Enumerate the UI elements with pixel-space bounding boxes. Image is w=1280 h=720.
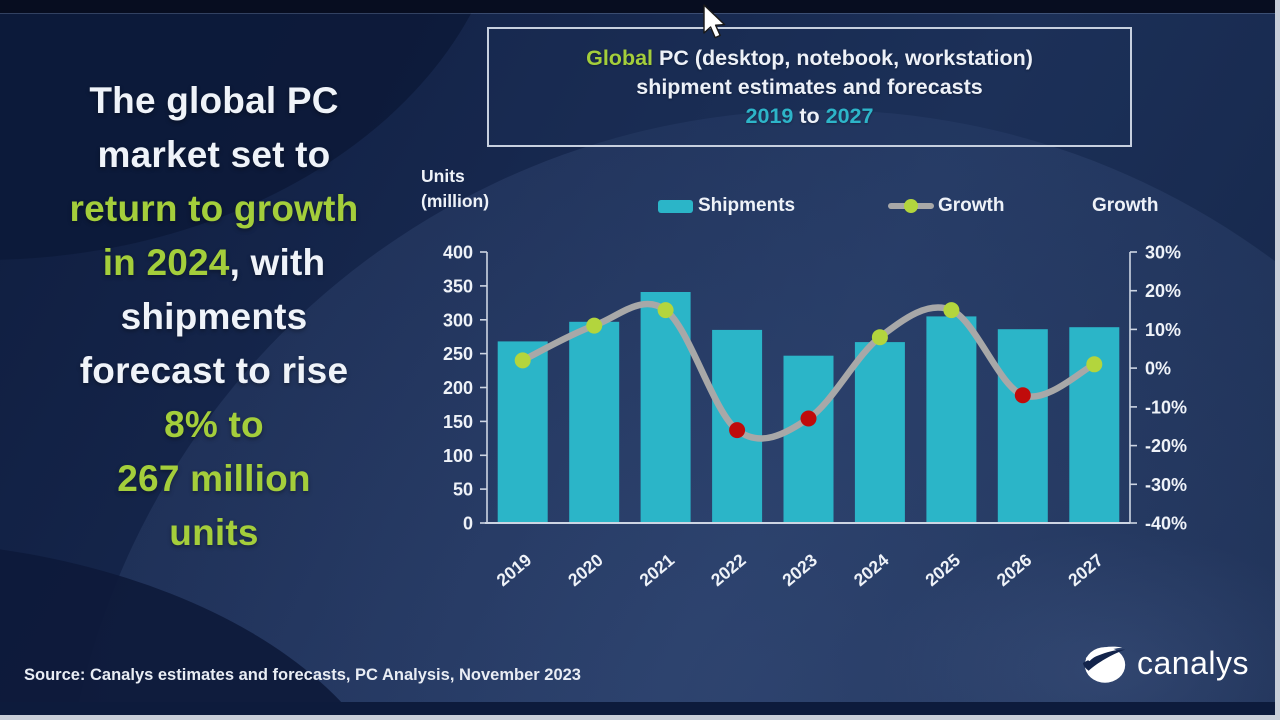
window-edge-right bbox=[1275, 0, 1280, 720]
right-axis-tick-label: 30% bbox=[1145, 243, 1181, 263]
growth-point-2021 bbox=[657, 302, 674, 319]
headline-line: in 2024, with bbox=[102, 242, 326, 283]
combo-chart: 400 350 300 250 200 150 100 50 0 30% 20% 10% 0% -10% -… bbox=[443, 243, 1187, 591]
chart-title-line1: Global PC (desktop, notebook, workstatio… bbox=[586, 45, 1033, 70]
right-axis-tick-label: -30% bbox=[1145, 475, 1187, 495]
bar-2020 bbox=[569, 321, 620, 523]
right-axis-title: Growth bbox=[1092, 195, 1159, 216]
legend-growth-label: Growth bbox=[938, 195, 1005, 216]
top-divider-line bbox=[0, 13, 1280, 14]
x-axis-label-2021: 2021 bbox=[635, 550, 678, 591]
canalys-logo: canalys bbox=[1080, 638, 1249, 688]
left-axis-tick-label: 50 bbox=[453, 480, 473, 500]
x-axis-label-2023: 2023 bbox=[778, 550, 821, 591]
source-note: Source: Canalys estimates and forecasts,… bbox=[24, 666, 581, 684]
right-axis-tick-label: 20% bbox=[1145, 281, 1181, 301]
x-axis-label-2026: 2026 bbox=[993, 550, 1036, 591]
right-axis-tick-label: -40% bbox=[1145, 514, 1187, 534]
left-axis-tick-label: 300 bbox=[443, 310, 473, 330]
legend-growth: Growth bbox=[888, 195, 1005, 217]
left-axis-tick-label: 250 bbox=[443, 344, 473, 364]
left-axis-tick-label: 0 bbox=[463, 514, 473, 534]
left-axis-tick-label: 200 bbox=[443, 378, 473, 398]
chart-title-box: Global PC (desktop, notebook, workstatio… bbox=[487, 27, 1132, 147]
bottom-dark-band bbox=[0, 702, 1280, 715]
left-axis-tick-label: 400 bbox=[443, 243, 473, 263]
headline-line: shipments bbox=[120, 296, 308, 337]
headline-line: 8% to bbox=[164, 404, 264, 445]
legend-shipments-label: Shipments bbox=[698, 195, 796, 216]
growth-point-2026 bbox=[1014, 387, 1031, 404]
headline-line: market set to bbox=[97, 134, 331, 175]
headline-line: units bbox=[169, 512, 259, 553]
chart-title-line3: 2019 to 2027 bbox=[745, 103, 874, 128]
headline-line: return to growth bbox=[69, 188, 359, 229]
headline-line: 267 million bbox=[117, 458, 311, 499]
left-axis-title: Units (million) bbox=[421, 166, 490, 211]
canalys-logo-text: canalys bbox=[1137, 644, 1249, 681]
left-axis-tick-label: 100 bbox=[443, 446, 473, 466]
left-axis-tick-label: 350 bbox=[443, 276, 473, 296]
x-axis-label-2025: 2025 bbox=[921, 550, 964, 591]
bar-2025 bbox=[926, 316, 977, 523]
growth-point-2020 bbox=[586, 317, 603, 334]
growth-point-2023 bbox=[800, 410, 817, 427]
growth-point-2024 bbox=[871, 329, 888, 346]
bar-2023 bbox=[783, 355, 834, 523]
x-axis-label-2020: 2020 bbox=[564, 550, 607, 591]
growth-point-2022 bbox=[729, 422, 746, 439]
headline-line: The global PC bbox=[89, 80, 339, 121]
growth-point-2027 bbox=[1086, 356, 1103, 373]
right-axis-tick-label: -20% bbox=[1145, 436, 1187, 456]
growth-point-2019 bbox=[514, 352, 531, 369]
mouse-cursor-icon bbox=[702, 4, 728, 47]
x-axis-label-2019: 2019 bbox=[493, 550, 536, 591]
x-axis-label-2027: 2027 bbox=[1064, 550, 1107, 590]
bar-2019 bbox=[497, 341, 548, 523]
left-axis-tick-label: 150 bbox=[443, 412, 473, 432]
right-axis-tick-label: -10% bbox=[1145, 397, 1187, 417]
legend-shipments: Shipments bbox=[658, 195, 795, 217]
canalys-logo-icon bbox=[1082, 646, 1126, 683]
headline-line: forecast to rise bbox=[79, 350, 349, 391]
right-axis-tick-label: 10% bbox=[1145, 320, 1181, 340]
top-dark-bar bbox=[0, 0, 1280, 13]
chart-area: 400 350 300 250 200 150 100 50 0 30% 20% 10% 0% -10% -… bbox=[440, 240, 1187, 605]
x-axis-label-2024: 2024 bbox=[850, 550, 893, 591]
chart-title-line2: shipment estimates and forecasts bbox=[636, 74, 983, 99]
window-edge-bottom bbox=[0, 715, 1280, 720]
bar-2024 bbox=[854, 342, 905, 523]
bar-2026 bbox=[997, 329, 1048, 523]
right-axis-tick-label: 0% bbox=[1145, 359, 1171, 379]
x-axis-label-2022: 2022 bbox=[707, 550, 750, 591]
shipments-legend-swatch-icon bbox=[658, 199, 693, 213]
growth-legend-marker-icon bbox=[888, 198, 934, 214]
headline: The global PC market set to return to gr… bbox=[16, 74, 412, 560]
growth-point-2025 bbox=[943, 302, 960, 319]
